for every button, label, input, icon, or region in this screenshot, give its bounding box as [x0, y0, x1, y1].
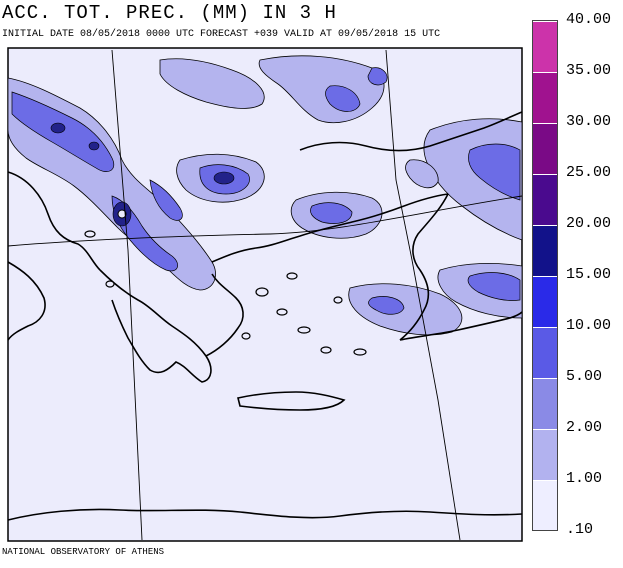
precip-northeast-core	[310, 67, 521, 224]
legend-label: 30.00	[566, 113, 612, 130]
precip-northwest-max	[117, 209, 127, 219]
legend-label: .10	[566, 521, 594, 538]
legend-swatch	[533, 480, 557, 530]
islands	[84, 230, 367, 356]
page-title: ACC. TOT. PREC. (MM) IN 3 H	[2, 2, 337, 24]
color-scale-legend	[532, 20, 558, 531]
grid-lines	[7, 49, 523, 541]
legend-label: 2.00	[566, 419, 603, 436]
legend-swatch	[533, 378, 557, 429]
legend-swatch	[533, 327, 557, 378]
legend-swatch	[533, 72, 557, 123]
forecast-subtitle: INITIAL DATE 08/05/2018 0000 UTC FORECAS…	[2, 29, 441, 40]
legend-swatch	[533, 276, 557, 327]
legend-swatch	[533, 123, 557, 174]
legend-label: 15.00	[566, 266, 612, 283]
legend-label: 5.00	[566, 368, 603, 385]
legend-label: 40.00	[566, 11, 612, 28]
legend-label: 1.00	[566, 470, 603, 487]
legend-label: 20.00	[566, 215, 612, 232]
legend-swatch	[533, 429, 557, 480]
legend-label: 35.00	[566, 62, 612, 79]
precip-north-central-peak	[213, 171, 235, 185]
coastlines	[7, 111, 523, 521]
legend-swatch	[533, 21, 557, 72]
legend-label: 25.00	[566, 164, 612, 181]
legend-swatch	[533, 225, 557, 276]
credit-text: NATIONAL OBSERVATORY OF ATHENS	[2, 547, 165, 557]
legend-swatch	[533, 174, 557, 225]
precip-southeast-core	[368, 272, 521, 315]
legend-label: 10.00	[566, 317, 612, 334]
